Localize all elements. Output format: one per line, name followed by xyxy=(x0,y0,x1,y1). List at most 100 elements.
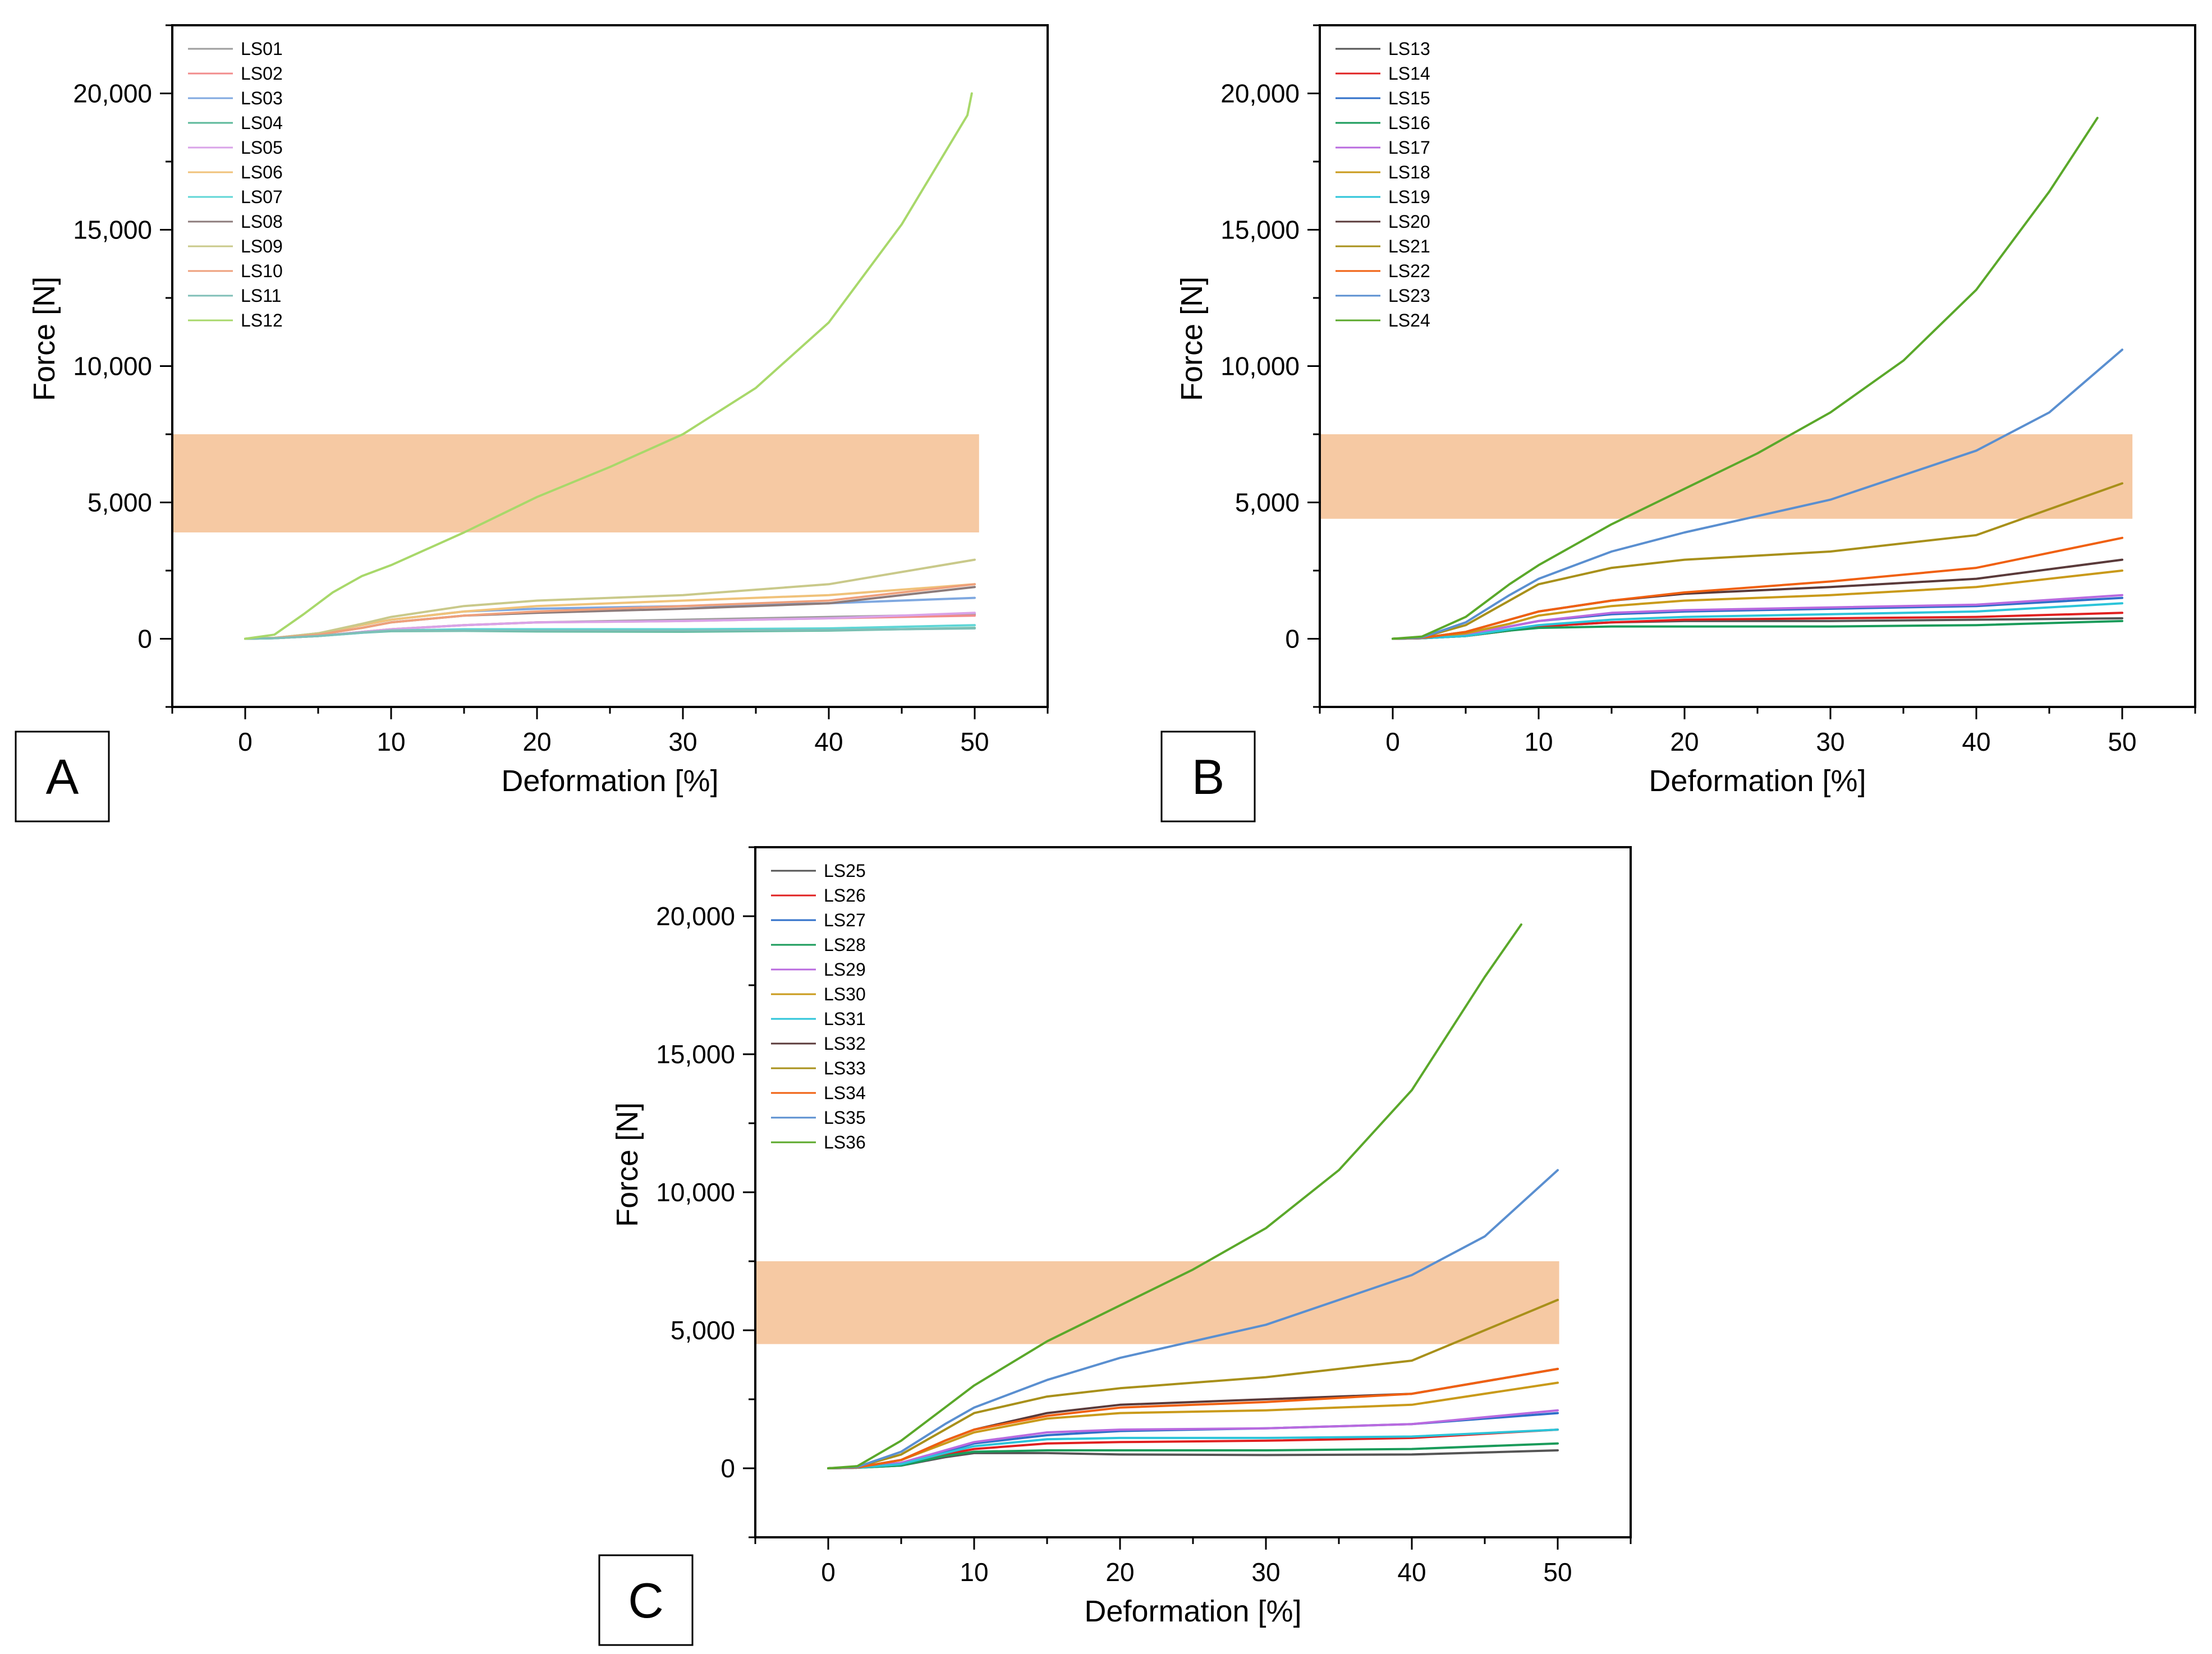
panel-label-box xyxy=(15,730,110,823)
x-tick-label: 20 xyxy=(522,727,551,756)
legend-label: LS14 xyxy=(1388,63,1430,84)
y-tick-label: 5,000 xyxy=(671,1316,735,1345)
x-tick-label: 10 xyxy=(960,1557,988,1587)
y-tick-label: 0 xyxy=(137,624,152,654)
series-line-ls22 xyxy=(1392,536,2123,640)
legend-label: LS27 xyxy=(824,910,866,930)
x-tick-label: 30 xyxy=(1251,1557,1280,1587)
x-tick-label: 50 xyxy=(1543,1557,1572,1587)
x-tick-label: 10 xyxy=(1524,727,1553,756)
legend-label: LS21 xyxy=(1388,236,1430,256)
legend-label: LS29 xyxy=(824,959,866,980)
x-tick-label: 50 xyxy=(2108,727,2136,756)
legend-label: LS18 xyxy=(1388,162,1430,182)
legend-label: LS28 xyxy=(824,935,866,955)
x-tick-label: 20 xyxy=(1670,727,1699,756)
legend: LS13 LS14 LS15 LS16 LS17 LS18 LS19 LS20 LS21 LS22… xyxy=(1336,39,1430,330)
y-tick-label: 20,000 xyxy=(73,79,152,108)
legend-label: LS15 xyxy=(1388,88,1430,108)
legend-label: LS35 xyxy=(824,1108,866,1128)
y-tick-label: 10,000 xyxy=(73,352,152,381)
x-axis-title: Deformation [%] xyxy=(501,764,718,798)
legend-label: LS12 xyxy=(241,310,283,330)
series-line-ls12 xyxy=(244,92,973,640)
series-line-ls23 xyxy=(1392,348,2123,640)
y-axis-title: Force [N] xyxy=(27,277,61,401)
y-tick-label: 10,000 xyxy=(1220,352,1300,381)
chart-panel-b: 0 10 20 30 40 50 0 5,000 10,000 15,000 20,000 Defor… xyxy=(1160,24,2196,823)
legend-label: LS19 xyxy=(1388,187,1430,207)
y-tick-label: 15,000 xyxy=(1220,215,1300,245)
y-tick-label: 15,000 xyxy=(73,215,152,245)
legend-label: LS30 xyxy=(824,984,866,1004)
legend-label: LS07 xyxy=(241,187,283,207)
legend-label: LS33 xyxy=(824,1058,866,1078)
x-tick-label: 10 xyxy=(377,727,405,756)
legend-label: LS03 xyxy=(241,88,283,108)
legend-label: LS34 xyxy=(824,1083,866,1103)
x-axis-title: Deformation [%] xyxy=(1084,1595,1301,1628)
legend-label: LS11 xyxy=(241,286,281,306)
y-tick-label: 5,000 xyxy=(88,488,152,517)
y-axis-title: Force [N] xyxy=(1175,277,1209,401)
x-tick-label: 0 xyxy=(238,727,253,756)
x-tick-label: 0 xyxy=(821,1557,836,1587)
series-line-ls31 xyxy=(827,1428,1559,1469)
x-tick-label: 30 xyxy=(1816,727,1844,756)
panel-label: B xyxy=(1192,749,1225,805)
panel-label-box xyxy=(1160,730,1256,823)
series-line-ls36 xyxy=(827,923,1522,1469)
legend-label: LS05 xyxy=(241,137,283,158)
series-line-ls11 xyxy=(244,627,976,640)
legend-label: LS23 xyxy=(1388,286,1430,306)
legend-label: LS04 xyxy=(241,113,283,133)
legend-label: LS01 xyxy=(241,39,283,59)
x-tick-label: 50 xyxy=(960,727,989,756)
series-line-ls34 xyxy=(827,1367,1559,1469)
y-tick-label: 20,000 xyxy=(656,902,735,931)
x-tick-label: 40 xyxy=(814,727,843,756)
legend-label: LS02 xyxy=(241,63,283,84)
legend-label: LS20 xyxy=(1388,212,1430,232)
legend-label: LS32 xyxy=(824,1033,866,1054)
legend: LS01 LS02 LS03 LS04 LS05 LS06 LS07 LS08 LS09 LS10… xyxy=(188,39,283,330)
series-line-ls21 xyxy=(1392,482,2123,640)
highlight-band xyxy=(755,1261,1559,1344)
series-lines xyxy=(827,923,1559,1469)
y-axis-title: Force [N] xyxy=(611,1102,644,1227)
x-tick-label: 40 xyxy=(1397,1557,1426,1587)
legend-label: LS08 xyxy=(241,212,283,232)
y-tick-label: 0 xyxy=(1285,624,1300,654)
y-tick-label: 15,000 xyxy=(656,1040,735,1069)
highlight-band xyxy=(1320,434,2133,519)
legend-label: LS36 xyxy=(824,1132,866,1152)
legend-label: LS31 xyxy=(824,1009,866,1029)
panel-label-box xyxy=(598,1554,694,1646)
series-lines xyxy=(1392,117,2123,640)
y-tick-label: 20,000 xyxy=(1220,79,1300,108)
highlight-band xyxy=(172,434,979,532)
panel-label: C xyxy=(628,1573,664,1628)
plot-frame xyxy=(171,24,1049,708)
chart-panel-c: 0 10 20 30 40 50 0 5,000 10,000 15,000 20,000 Defor… xyxy=(598,846,1632,1646)
series-line-ls35 xyxy=(827,1169,1559,1469)
series-line-ls33 xyxy=(827,1298,1559,1469)
legend-label: LS26 xyxy=(824,885,866,906)
series-line-ls24 xyxy=(1392,117,2099,640)
legend-label: LS22 xyxy=(1388,261,1430,281)
legend-label: LS06 xyxy=(241,162,283,182)
legend-label: LS10 xyxy=(241,261,283,281)
y-tick-label: 5,000 xyxy=(1235,488,1300,517)
y-tick-label: 10,000 xyxy=(656,1178,735,1207)
legend-label: LS17 xyxy=(1388,137,1430,158)
legend-label: LS09 xyxy=(241,236,283,256)
legend-label: LS24 xyxy=(1388,310,1430,330)
legend: LS25 LS26 LS27 LS28 LS29 LS30 LS31 LS32 LS33 LS34… xyxy=(771,861,866,1152)
series-lines xyxy=(244,92,976,640)
x-axis-title: Deformation [%] xyxy=(1649,764,1866,798)
series-line-ls19 xyxy=(1392,602,2123,640)
x-tick-label: 30 xyxy=(668,727,697,756)
x-tick-label: 20 xyxy=(1105,1557,1134,1587)
legend-label: LS13 xyxy=(1388,39,1430,59)
